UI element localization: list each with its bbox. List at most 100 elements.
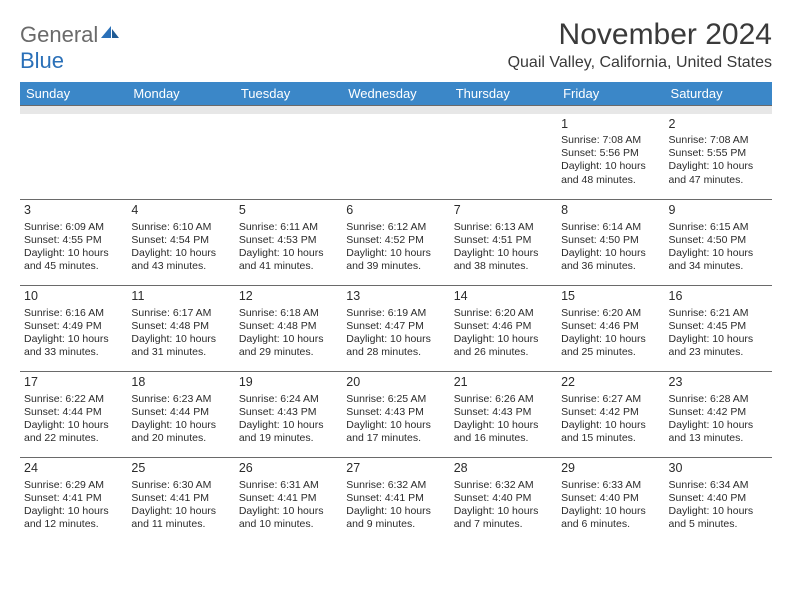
- calendar-table: Sunday Monday Tuesday Wednesday Thursday…: [20, 82, 772, 544]
- sunrise-text: Sunrise: 6:28 AM: [669, 393, 768, 406]
- daylight-text: Daylight: 10 hours: [669, 419, 768, 432]
- day-number: 18: [131, 375, 230, 391]
- daylight-text: and 9 minutes.: [346, 518, 445, 531]
- daylight-text: Daylight: 10 hours: [239, 247, 338, 260]
- calendar-day-cell: 8Sunrise: 6:14 AMSunset: 4:50 PMDaylight…: [557, 200, 664, 286]
- sunset-text: Sunset: 4:45 PM: [669, 320, 768, 333]
- sunset-text: Sunset: 4:50 PM: [669, 234, 768, 247]
- sunrise-text: Sunrise: 6:20 AM: [454, 307, 553, 320]
- calendar-day-cell: 29Sunrise: 6:33 AMSunset: 4:40 PMDayligh…: [557, 458, 664, 544]
- calendar-day-cell: 18Sunrise: 6:23 AMSunset: 4:44 PMDayligh…: [127, 372, 234, 458]
- daylight-text: Daylight: 10 hours: [346, 333, 445, 346]
- calendar-week-row: 24Sunrise: 6:29 AMSunset: 4:41 PMDayligh…: [20, 458, 772, 544]
- calendar-day-cell: 13 Sunrise: 6:19 AMSunset: 4:47 PMDayligh…: [342, 286, 449, 372]
- day-number: 16: [669, 289, 768, 305]
- calendar-day-cell: [127, 114, 234, 200]
- daylight-text: and 16 minutes.: [454, 432, 553, 445]
- daylight-text: and 45 minutes.: [24, 260, 123, 273]
- daylight-text: Daylight: 10 hours: [131, 247, 230, 260]
- calendar-week-row: 17Sunrise: 6:22 AMSunset: 4:44 PMDayligh…: [20, 372, 772, 458]
- day-number: 22: [561, 375, 660, 391]
- calendar-day-cell: 26Sunrise: 6:31 AMSunset: 4:41 PMDayligh…: [235, 458, 342, 544]
- daylight-text: and 29 minutes.: [239, 346, 338, 359]
- day-number: 8: [561, 203, 660, 219]
- sunset-text: Sunset: 4:51 PM: [454, 234, 553, 247]
- calendar-day-cell: 9Sunrise: 6:15 AMSunset: 4:50 PMDaylight…: [665, 200, 772, 286]
- day-number: 11: [131, 289, 230, 305]
- sunset-text: Sunset: 4:53 PM: [239, 234, 338, 247]
- calendar-day-cell: 25Sunrise: 6:30 AMSunset: 4:41 PMDayligh…: [127, 458, 234, 544]
- sunrise-text: Sunrise: 6:19 AM: [346, 307, 445, 320]
- sunrise-text: Sunrise: 6:32 AM: [454, 479, 553, 492]
- sunrise-text: Sunrise: 6:26 AM: [454, 393, 553, 406]
- daylight-text: Daylight: 10 hours: [131, 505, 230, 518]
- sunrise-text: Sunrise: 6:32 AM: [346, 479, 445, 492]
- sunset-text: Sunset: 4:47 PM: [346, 320, 445, 333]
- daylight-text: and 6 minutes.: [561, 518, 660, 531]
- sail-icon: [100, 24, 120, 47]
- sunset-text: Sunset: 4:43 PM: [454, 406, 553, 419]
- sunrise-text: Sunrise: 6:27 AM: [561, 393, 660, 406]
- day-number: 25: [131, 461, 230, 477]
- calendar-day-cell: 7Sunrise: 6:13 AMSunset: 4:51 PMDaylight…: [450, 200, 557, 286]
- sunset-text: Sunset: 4:43 PM: [346, 406, 445, 419]
- sunset-text: Sunset: 4:55 PM: [24, 234, 123, 247]
- daylight-text: Daylight: 10 hours: [454, 247, 553, 260]
- day-number: 17: [24, 375, 123, 391]
- sunrise-text: Sunrise: 6:12 AM: [346, 221, 445, 234]
- sunrise-text: Sunrise: 6:13 AM: [454, 221, 553, 234]
- daylight-text: Daylight: 10 hours: [239, 333, 338, 346]
- daylight-text: Daylight: 10 hours: [239, 505, 338, 518]
- daylight-text: Daylight: 10 hours: [346, 247, 445, 260]
- logo-word-1: General: [20, 22, 98, 47]
- calendar-day-cell: 5Sunrise: 6:11 AMSunset: 4:53 PMDaylight…: [235, 200, 342, 286]
- sunset-text: Sunset: 4:46 PM: [561, 320, 660, 333]
- day-number: 5: [239, 203, 338, 219]
- sunset-text: Sunset: 4:42 PM: [669, 406, 768, 419]
- calendar-week-row: 10Sunrise: 6:16 AMSunset: 4:49 PMDayligh…: [20, 286, 772, 372]
- weekday-header: Thursday: [450, 82, 557, 106]
- sunset-text: Sunset: 4:44 PM: [131, 406, 230, 419]
- day-number: 4: [131, 203, 230, 219]
- calendar-day-cell: 16Sunrise: 6:21 AMSunset: 4:45 PMDayligh…: [665, 286, 772, 372]
- sunset-text: Sunset: 4:41 PM: [239, 492, 338, 505]
- sunrise-text: Sunrise: 6:18 AM: [239, 307, 338, 320]
- daylight-text: Daylight: 10 hours: [239, 419, 338, 432]
- daylight-text: Daylight: 10 hours: [346, 419, 445, 432]
- sunrise-text: Sunrise: 6:33 AM: [561, 479, 660, 492]
- day-number: 20: [346, 375, 445, 391]
- sunrise-text: Sunrise: 6:10 AM: [131, 221, 230, 234]
- daylight-text: Daylight: 10 hours: [24, 419, 123, 432]
- sunrise-text: Sunrise: 6:31 AM: [239, 479, 338, 492]
- sunrise-text: Sunrise: 6:34 AM: [669, 479, 768, 492]
- daylight-text: and 41 minutes.: [239, 260, 338, 273]
- sunset-text: Sunset: 4:42 PM: [561, 406, 660, 419]
- daylight-text: and 7 minutes.: [454, 518, 553, 531]
- daylight-text: Daylight: 10 hours: [454, 419, 553, 432]
- daylight-text: and 34 minutes.: [669, 260, 768, 273]
- logo-text: General Blue: [20, 22, 120, 74]
- title-block: November 2024 Quail Valley, California, …: [508, 18, 772, 72]
- day-number: 12: [239, 289, 338, 305]
- calendar-day-cell: 15Sunrise: 6:20 AMSunset: 4:46 PMDayligh…: [557, 286, 664, 372]
- daylight-text: Daylight: 10 hours: [24, 247, 123, 260]
- day-number: 13: [346, 289, 445, 305]
- spacer-row: [20, 106, 772, 114]
- daylight-text: Daylight: 10 hours: [669, 247, 768, 260]
- day-number: 6: [346, 203, 445, 219]
- calendar-day-cell: [342, 114, 449, 200]
- daylight-text: Daylight: 10 hours: [561, 160, 660, 173]
- calendar-day-cell: 17Sunrise: 6:22 AMSunset: 4:44 PMDayligh…: [20, 372, 127, 458]
- calendar-day-cell: 28Sunrise: 6:32 AMSunset: 4:40 PMDayligh…: [450, 458, 557, 544]
- daylight-text: and 33 minutes.: [24, 346, 123, 359]
- calendar-day-cell: 3Sunrise: 6:09 AMSunset: 4:55 PMDaylight…: [20, 200, 127, 286]
- calendar-day-cell: [20, 114, 127, 200]
- sunset-text: Sunset: 4:52 PM: [346, 234, 445, 247]
- daylight-text: Daylight: 10 hours: [131, 419, 230, 432]
- calendar-day-cell: 11Sunrise: 6:17 AMSunset: 4:48 PMDayligh…: [127, 286, 234, 372]
- daylight-text: and 20 minutes.: [131, 432, 230, 445]
- sunset-text: Sunset: 4:50 PM: [561, 234, 660, 247]
- sunset-text: Sunset: 4:40 PM: [561, 492, 660, 505]
- daylight-text: and 31 minutes.: [131, 346, 230, 359]
- daylight-text: Daylight: 10 hours: [24, 333, 123, 346]
